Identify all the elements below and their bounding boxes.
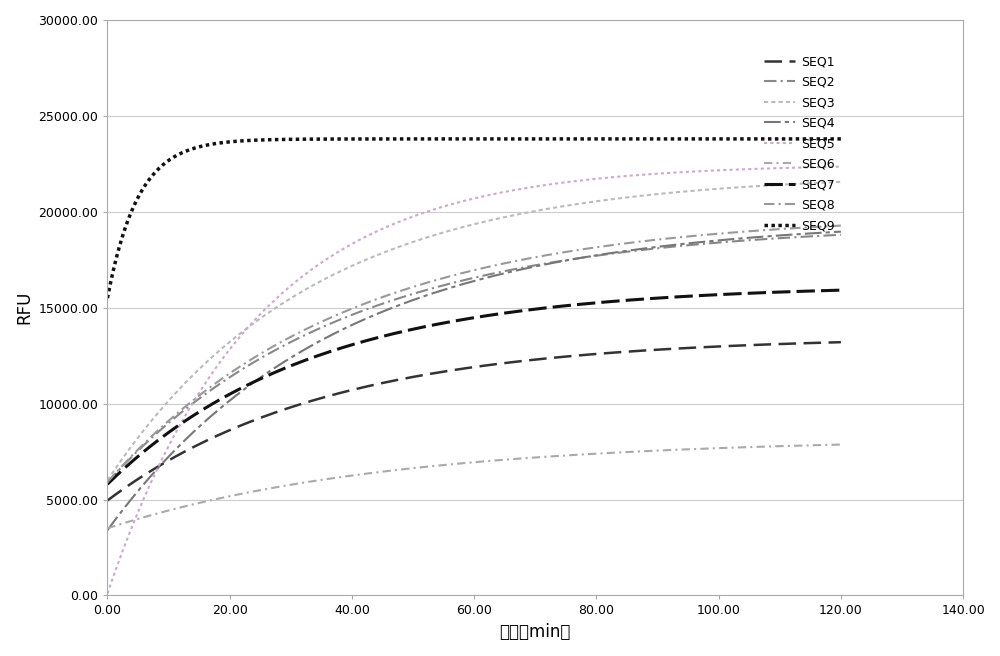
Legend: SEQ1, SEQ2, SEQ3, SEQ4, SEQ5, SEQ6, SEQ7, SEQ8, SEQ9: SEQ1, SEQ2, SEQ3, SEQ4, SEQ5, SEQ6, SEQ7…: [764, 55, 835, 232]
X-axis label: 时间（min）: 时间（min）: [500, 623, 571, 641]
Y-axis label: RFU: RFU: [15, 291, 33, 325]
